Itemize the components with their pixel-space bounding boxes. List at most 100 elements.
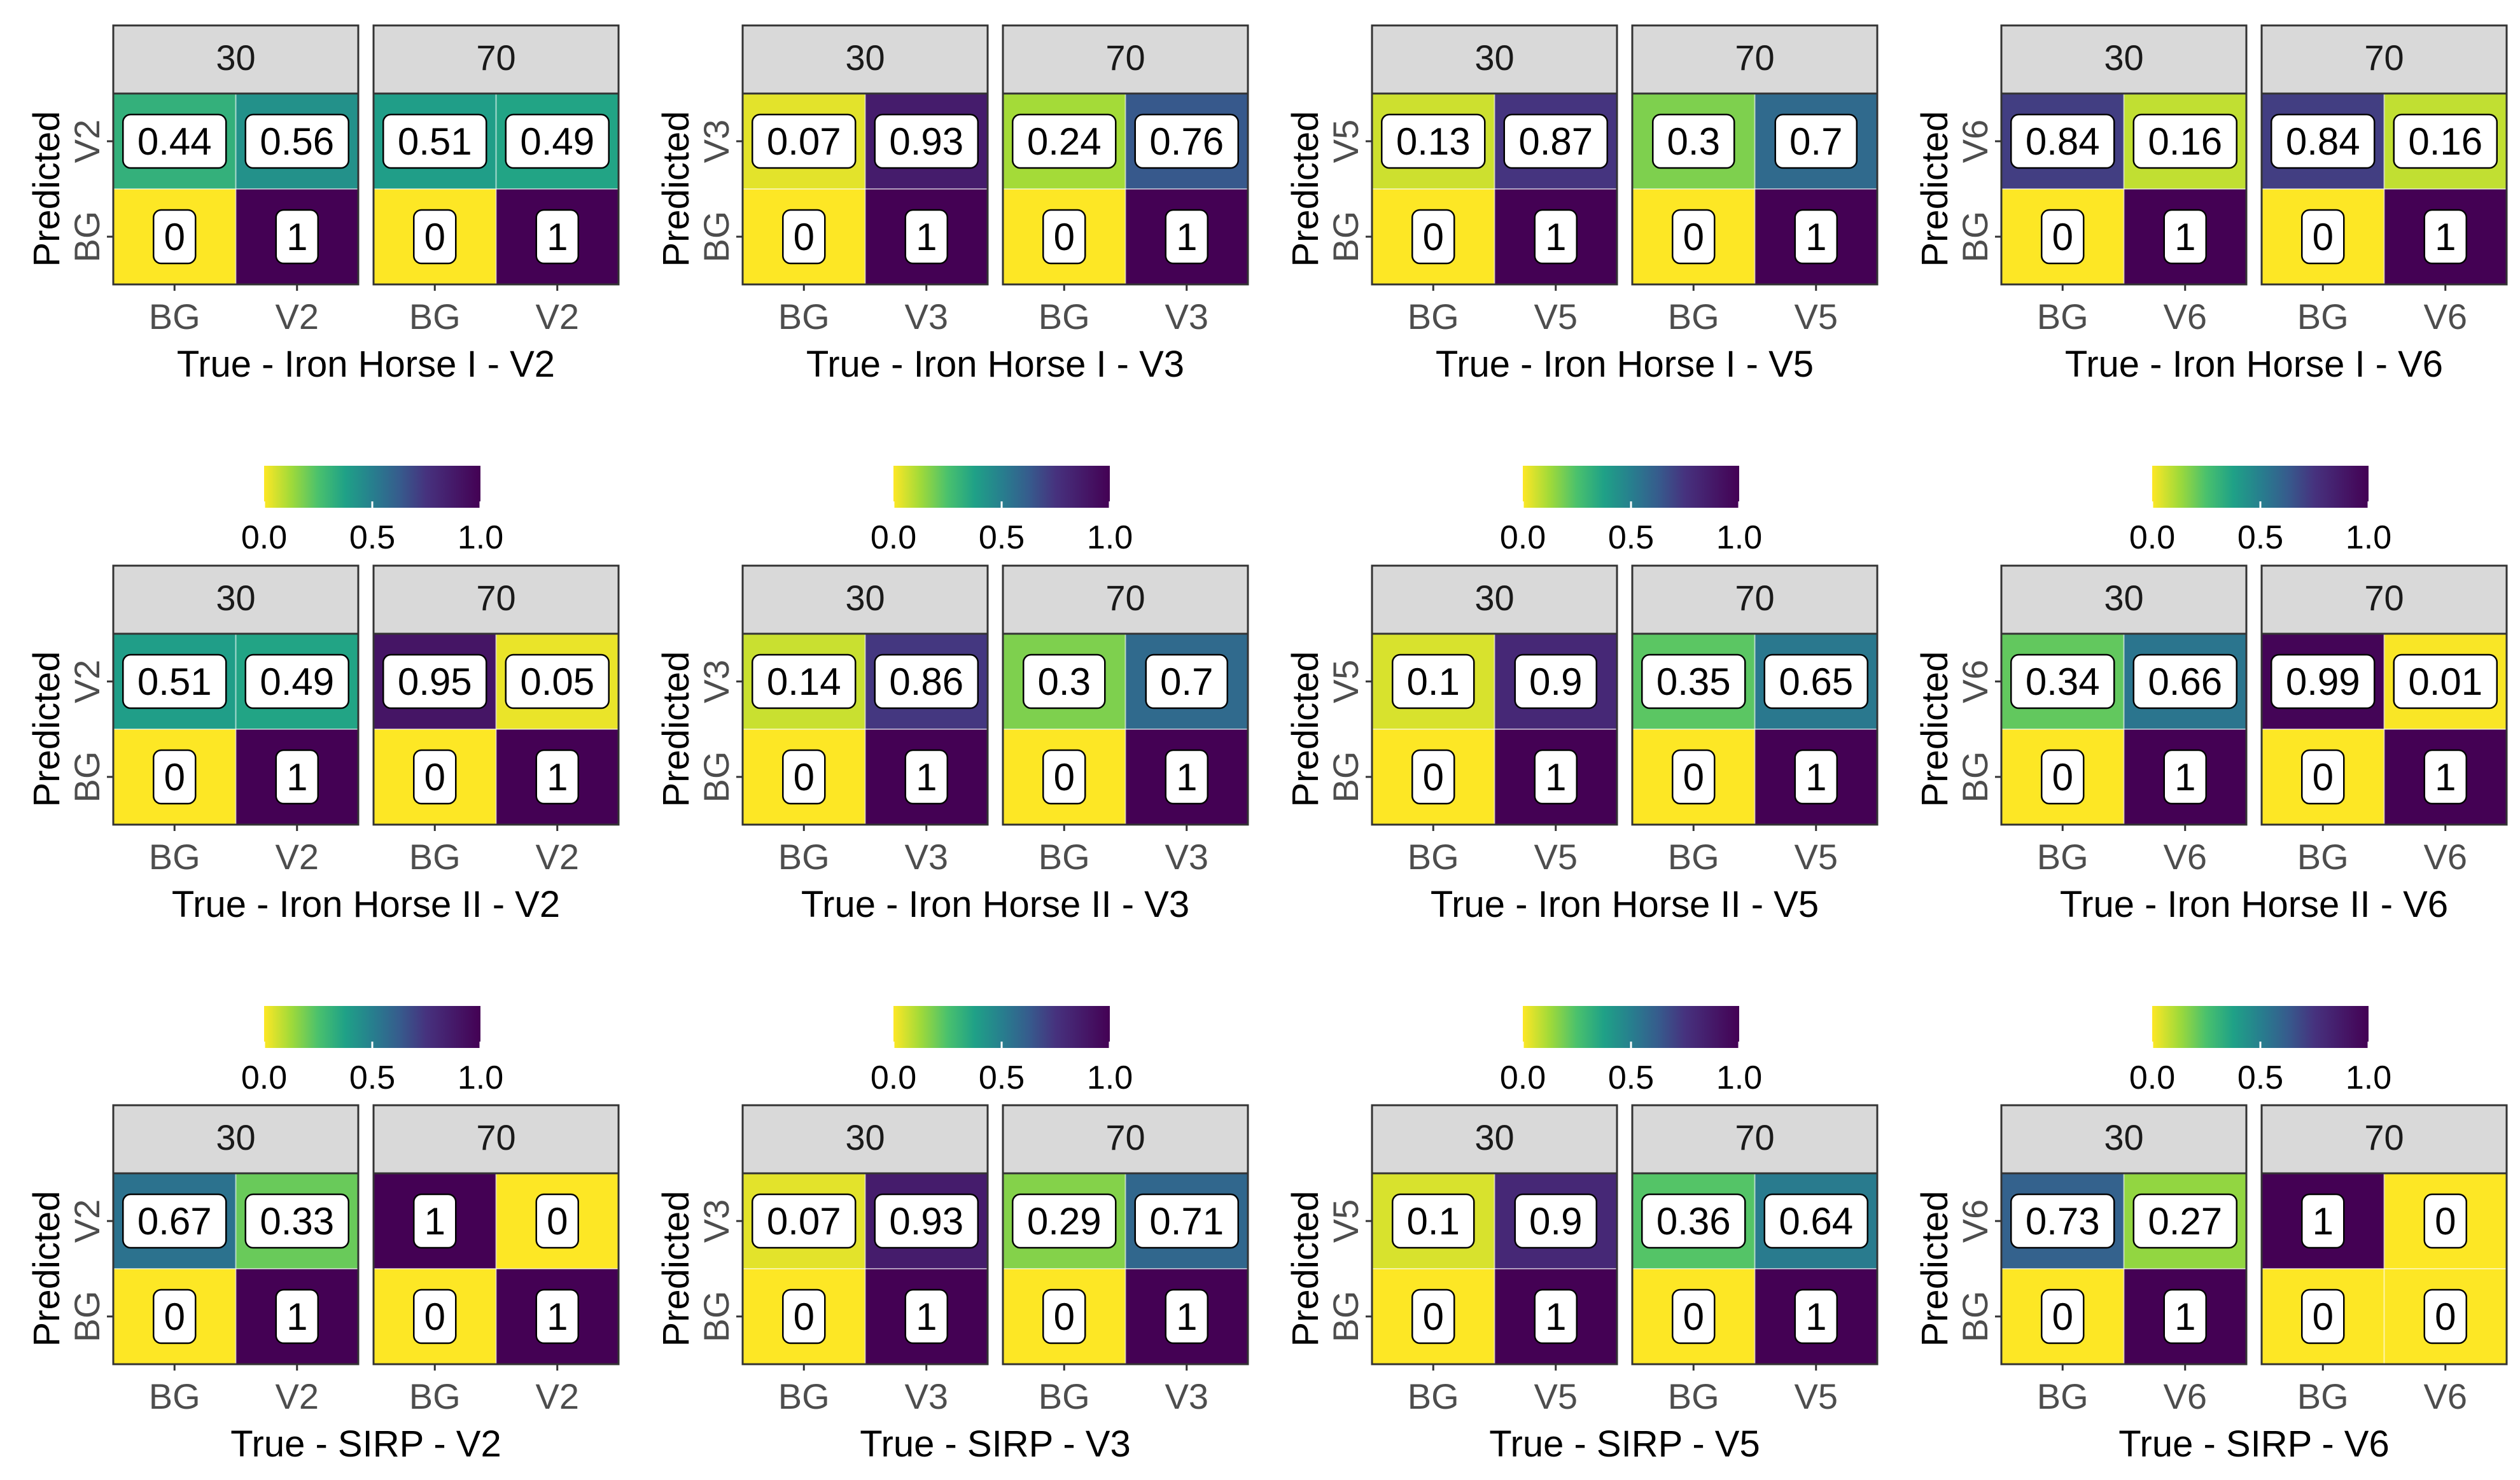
colorbar-tick-label: 1.0 — [458, 519, 503, 556]
cell-label-box — [1534, 209, 1578, 265]
x-tick-label: V2 — [536, 297, 580, 337]
cell-label-box — [1672, 209, 1716, 265]
facet-strip — [112, 24, 360, 95]
cell-label-box — [382, 113, 487, 169]
y-axis-title: Predicted — [1285, 651, 1326, 807]
cell-value-label: 0 — [1054, 756, 1075, 799]
y-axis-title: Predicted — [1914, 111, 1956, 267]
cell-value-label: 0.14 — [767, 660, 841, 703]
cell-label-box — [122, 113, 227, 169]
cell-value-label: 1 — [2435, 756, 2456, 799]
cell-label-box — [874, 1193, 979, 1249]
panel-border — [2000, 632, 2248, 826]
cell-label-box — [782, 1288, 826, 1344]
cell-value-label: 0.16 — [2148, 120, 2222, 163]
facet-strip-label: 70 — [1735, 1117, 1774, 1157]
cell-value-label: 0.7 — [1789, 120, 1842, 163]
colorbar-tick-label: 0.5 — [349, 519, 395, 556]
cell-label-box — [1165, 1288, 1208, 1344]
facet-strip — [2000, 564, 2248, 635]
x-tick-label: BG — [1039, 837, 1090, 877]
cell-label-box — [1134, 113, 1239, 169]
cell-label-box — [2393, 113, 2498, 169]
cell-label-box — [2041, 1288, 2085, 1344]
cell-label-box — [413, 749, 457, 805]
cell-label-box — [122, 653, 227, 709]
cell-label-box — [275, 209, 319, 265]
panel-border — [372, 1172, 620, 1365]
cell-value-label: 0.84 — [2026, 120, 2100, 163]
facet-strip-label: 70 — [1105, 1117, 1145, 1157]
x-tick-label: V2 — [276, 297, 319, 337]
cell-label-box — [2423, 1193, 2467, 1249]
panel-border — [1631, 92, 1879, 286]
cell-label-box — [2010, 653, 2115, 709]
cell-label-box — [1392, 1193, 1475, 1249]
x-tick-label: BG — [778, 1376, 830, 1416]
facet-strip-label: 70 — [1735, 578, 1774, 618]
facet-strip-label: 30 — [216, 38, 255, 78]
colorbar — [264, 466, 480, 508]
cell-value-label: 0.65 — [1779, 660, 1853, 703]
x-axis-title: True - SIRP - V6 — [2118, 1423, 2389, 1465]
x-axis-title: True - SIRP - V5 — [1489, 1423, 1760, 1465]
x-tick-label: BG — [1668, 1376, 1719, 1416]
cell-label-box — [1411, 1288, 1455, 1344]
colorbar-tick-label: 0.5 — [1608, 519, 1654, 556]
facet-strip — [2260, 24, 2508, 95]
x-axis-title: True - Iron Horse I - V6 — [2065, 344, 2443, 385]
x-tick-label: V5 — [1534, 297, 1578, 337]
cell-label-box — [1042, 1288, 1086, 1344]
colorbar-tick-label: 0.5 — [2237, 519, 2283, 556]
cell-value-label: 0.49 — [260, 660, 334, 703]
facet-strip — [1371, 1104, 1618, 1175]
y-tick-label: V3 — [696, 1199, 736, 1243]
cell-value-label: 0.13 — [1396, 120, 1471, 163]
cell-label-box — [2163, 1288, 2207, 1344]
facet-strip-label: 30 — [2104, 1117, 2143, 1157]
x-tick-label: V6 — [2424, 837, 2468, 877]
cell-value-label: 0.99 — [2286, 660, 2360, 703]
y-tick-label: BG — [1955, 751, 1995, 803]
cell-value-label: 0.9 — [1529, 660, 1582, 703]
cell-value-label: 0.24 — [1027, 120, 1102, 163]
cell-label-box — [1534, 749, 1578, 805]
facet-strip — [112, 564, 360, 635]
y-axis-title: Predicted — [26, 651, 67, 807]
panel-border — [2000, 92, 2248, 286]
panel-border — [112, 1172, 360, 1365]
facet-strip — [1371, 564, 1618, 635]
cell-label-box — [752, 1193, 857, 1249]
cell-value-label: 0.33 — [260, 1200, 334, 1243]
cell-value-label: 0 — [2052, 756, 2073, 799]
facet-strip — [1371, 24, 1618, 95]
y-tick-label: BG — [1326, 211, 1366, 263]
x-tick-label: BG — [1668, 297, 1719, 337]
colorbar — [264, 1006, 480, 1048]
cell-value-label: 0.27 — [2148, 1200, 2222, 1243]
facet-strip-label: 30 — [1474, 1117, 1514, 1157]
x-tick-label: V6 — [2424, 1376, 2468, 1416]
y-tick-label: V5 — [1326, 120, 1366, 164]
x-axis-title: True - Iron Horse I - V3 — [806, 344, 1184, 385]
panel-border — [1631, 1172, 1879, 1365]
cell-label-box — [275, 749, 319, 805]
cell-value-label: 1 — [1805, 756, 1826, 799]
cell-label-box — [2163, 209, 2207, 265]
cell-value-label: 0 — [1423, 216, 1444, 258]
colorbar-tick-label: 0.0 — [241, 1059, 287, 1096]
cell-value-label: 0 — [794, 1295, 815, 1338]
cell-label-box — [2301, 749, 2345, 805]
cell-value-label: 1 — [547, 216, 568, 258]
cell-value-label: 0.76 — [1149, 120, 1224, 163]
cell-label-box — [122, 1193, 227, 1249]
x-tick-label: V5 — [1534, 837, 1578, 877]
colorbar-tick-label: 0.5 — [979, 519, 1025, 556]
panel-border — [741, 92, 989, 286]
cell-value-label: 1 — [547, 1295, 568, 1338]
cell-value-label: 1 — [1545, 1295, 1566, 1338]
cell-label-box — [1503, 113, 1608, 169]
cell-value-label: 0.3 — [1038, 660, 1091, 703]
